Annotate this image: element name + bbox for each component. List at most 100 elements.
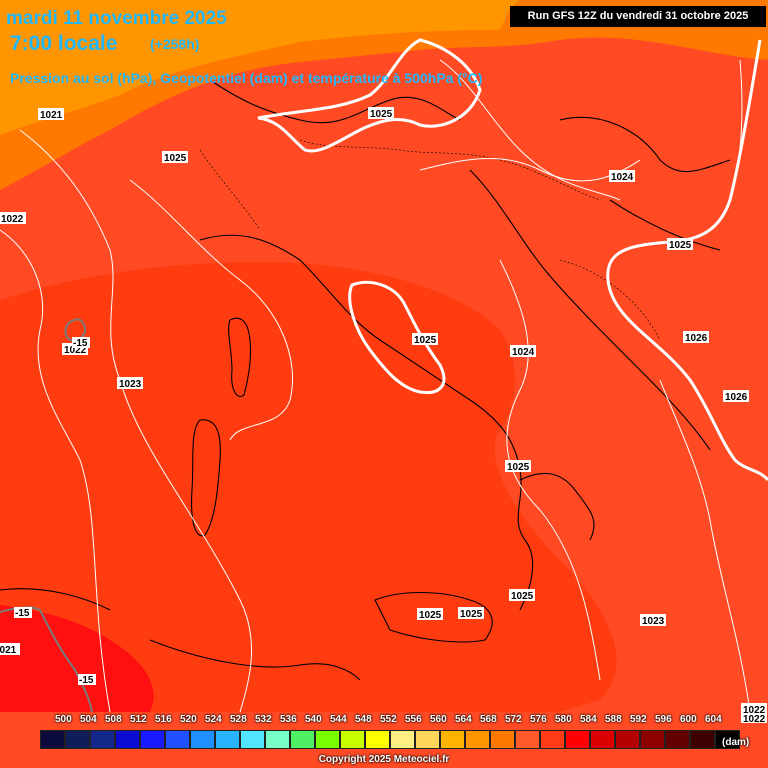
legend-color-swatch [165,730,190,749]
svg-text:1025: 1025 [507,462,530,473]
svg-text:1021: 1021 [40,110,63,121]
pressure-label: 1025 [667,238,693,251]
forecast-date: mardi 11 novembre 2025 [6,8,227,29]
legend-color-swatch [65,730,90,749]
pressure-label: 1023 [117,377,143,390]
legend-tick-label: 504 [80,714,97,725]
svg-text:1025: 1025 [669,240,692,251]
legend-color-swatch [515,730,540,749]
legend-tick-label: 524 [205,714,222,725]
field-564-568 [0,0,520,135]
svg-text:1025: 1025 [511,591,534,602]
svg-text:1022: 1022 [743,714,766,725]
svg-text:1026: 1026 [685,333,708,344]
legend-tick-label: 564 [455,714,472,725]
legend-tick-label: 548 [355,714,372,725]
legend-tick-label: 544 [330,714,347,725]
legend-tick-label: 568 [480,714,497,725]
legend-color-swatch [690,730,715,749]
svg-text:1023: 1023 [119,379,142,390]
pressure-label: 1021 [0,643,20,656]
svg-text:1026: 1026 [725,392,748,403]
legend-unit: (dam) [722,737,750,748]
legend-tick-label: 604 [705,714,722,725]
legend-tick-label: 592 [630,714,647,725]
legend-tick-label: 596 [655,714,672,725]
temperature-label: -15 [78,674,96,686]
svg-text:1021: 1021 [0,645,17,656]
svg-text:1024: 1024 [611,172,634,183]
pressure-label: 1025 [162,151,188,164]
pressure-label: 1021 [38,108,64,121]
legend-tick-label: 588 [605,714,622,725]
legend-tick-label: 584 [580,714,597,725]
svg-text:1023: 1023 [642,616,665,627]
pressure-labels: 1021 1025 1025 1024 1022 1025 1025 1022 … [0,107,767,725]
legend-color-swatch [90,730,115,749]
legend-tick-label: 528 [230,714,247,725]
pressure-label: 1022 [741,713,767,725]
legend-color-swatch [340,730,365,749]
pressure-label: 1026 [683,331,709,344]
legend-tick-label: 552 [380,714,397,725]
legend-tick-label: 536 [280,714,297,725]
svg-text:-15: -15 [15,608,30,619]
legend-color-swatch [440,730,465,749]
legend-color-swatch [40,730,65,749]
legend-color-swatch [540,730,565,749]
legend-color-swatch [365,730,390,749]
svg-text:-15: -15 [79,675,94,686]
temperature-label: -15 [14,607,32,619]
legend-color-swatch [640,730,665,749]
legend-color-swatch [390,730,415,749]
legend-color-swatch [665,730,690,749]
pressure-label: 1025 [417,608,443,621]
legend-color-swatch [315,730,340,749]
legend-color-swatch [490,730,515,749]
pressure-label: 1025 [505,460,531,473]
pressure-label: 1024 [510,345,536,358]
svg-text:1025: 1025 [164,153,187,164]
svg-text:-15: -15 [73,338,88,349]
copyright: Copyright 2025 Meteociel.fr [318,754,450,765]
legend-tick-label: 516 [155,714,172,725]
svg-text:1025: 1025 [460,609,483,620]
legend-color-swatch [615,730,640,749]
model-run-info: Run GFS 12Z du vendredi 31 octobre 2025 [510,6,766,27]
svg-text:1022: 1022 [1,214,24,225]
legend-color-swatch [265,730,290,749]
forecast-lead-time: (+258h) [150,36,200,52]
pressure-label: 1023 [640,614,666,627]
svg-text:1022: 1022 [64,345,87,356]
field-580-584 [0,605,154,712]
pressure-label: 1025 [412,333,438,346]
svg-text:1024: 1024 [512,347,535,358]
field-576-580 [0,262,617,712]
legend-tick-label: 600 [680,714,697,725]
svg-text:1025: 1025 [370,109,393,120]
legend-tick-label: 556 [405,714,422,725]
forecast-time: 7:00 locale [10,32,118,55]
legend-tick-label: 520 [180,714,197,725]
legend-tick-label: 532 [255,714,272,725]
legend-tick-label: 512 [130,714,147,725]
svg-text:1025: 1025 [419,610,442,621]
legend-color-swatch [565,730,590,749]
legend-tick-label: 572 [505,714,522,725]
legend-color-swatch [415,730,440,749]
legend-color-swatch [465,730,490,749]
legend-tick-label: 540 [305,714,322,725]
legend-tick-label: 560 [430,714,447,725]
legend-color-swatch [115,730,140,749]
legend-tick-label: 576 [530,714,547,725]
legend-tick-label: 508 [105,714,122,725]
legend-tick-label: 500 [55,714,72,725]
legend-color-swatch [590,730,615,749]
pressure-label: 1025 [368,107,394,120]
temperature-labels: -15 -15 -15 [14,337,96,686]
pressure-label: 1024 [609,170,635,183]
temperature-label: -15 [72,337,90,349]
legend-tick-label: 580 [555,714,572,725]
pressure-label: 1025 [458,607,484,620]
